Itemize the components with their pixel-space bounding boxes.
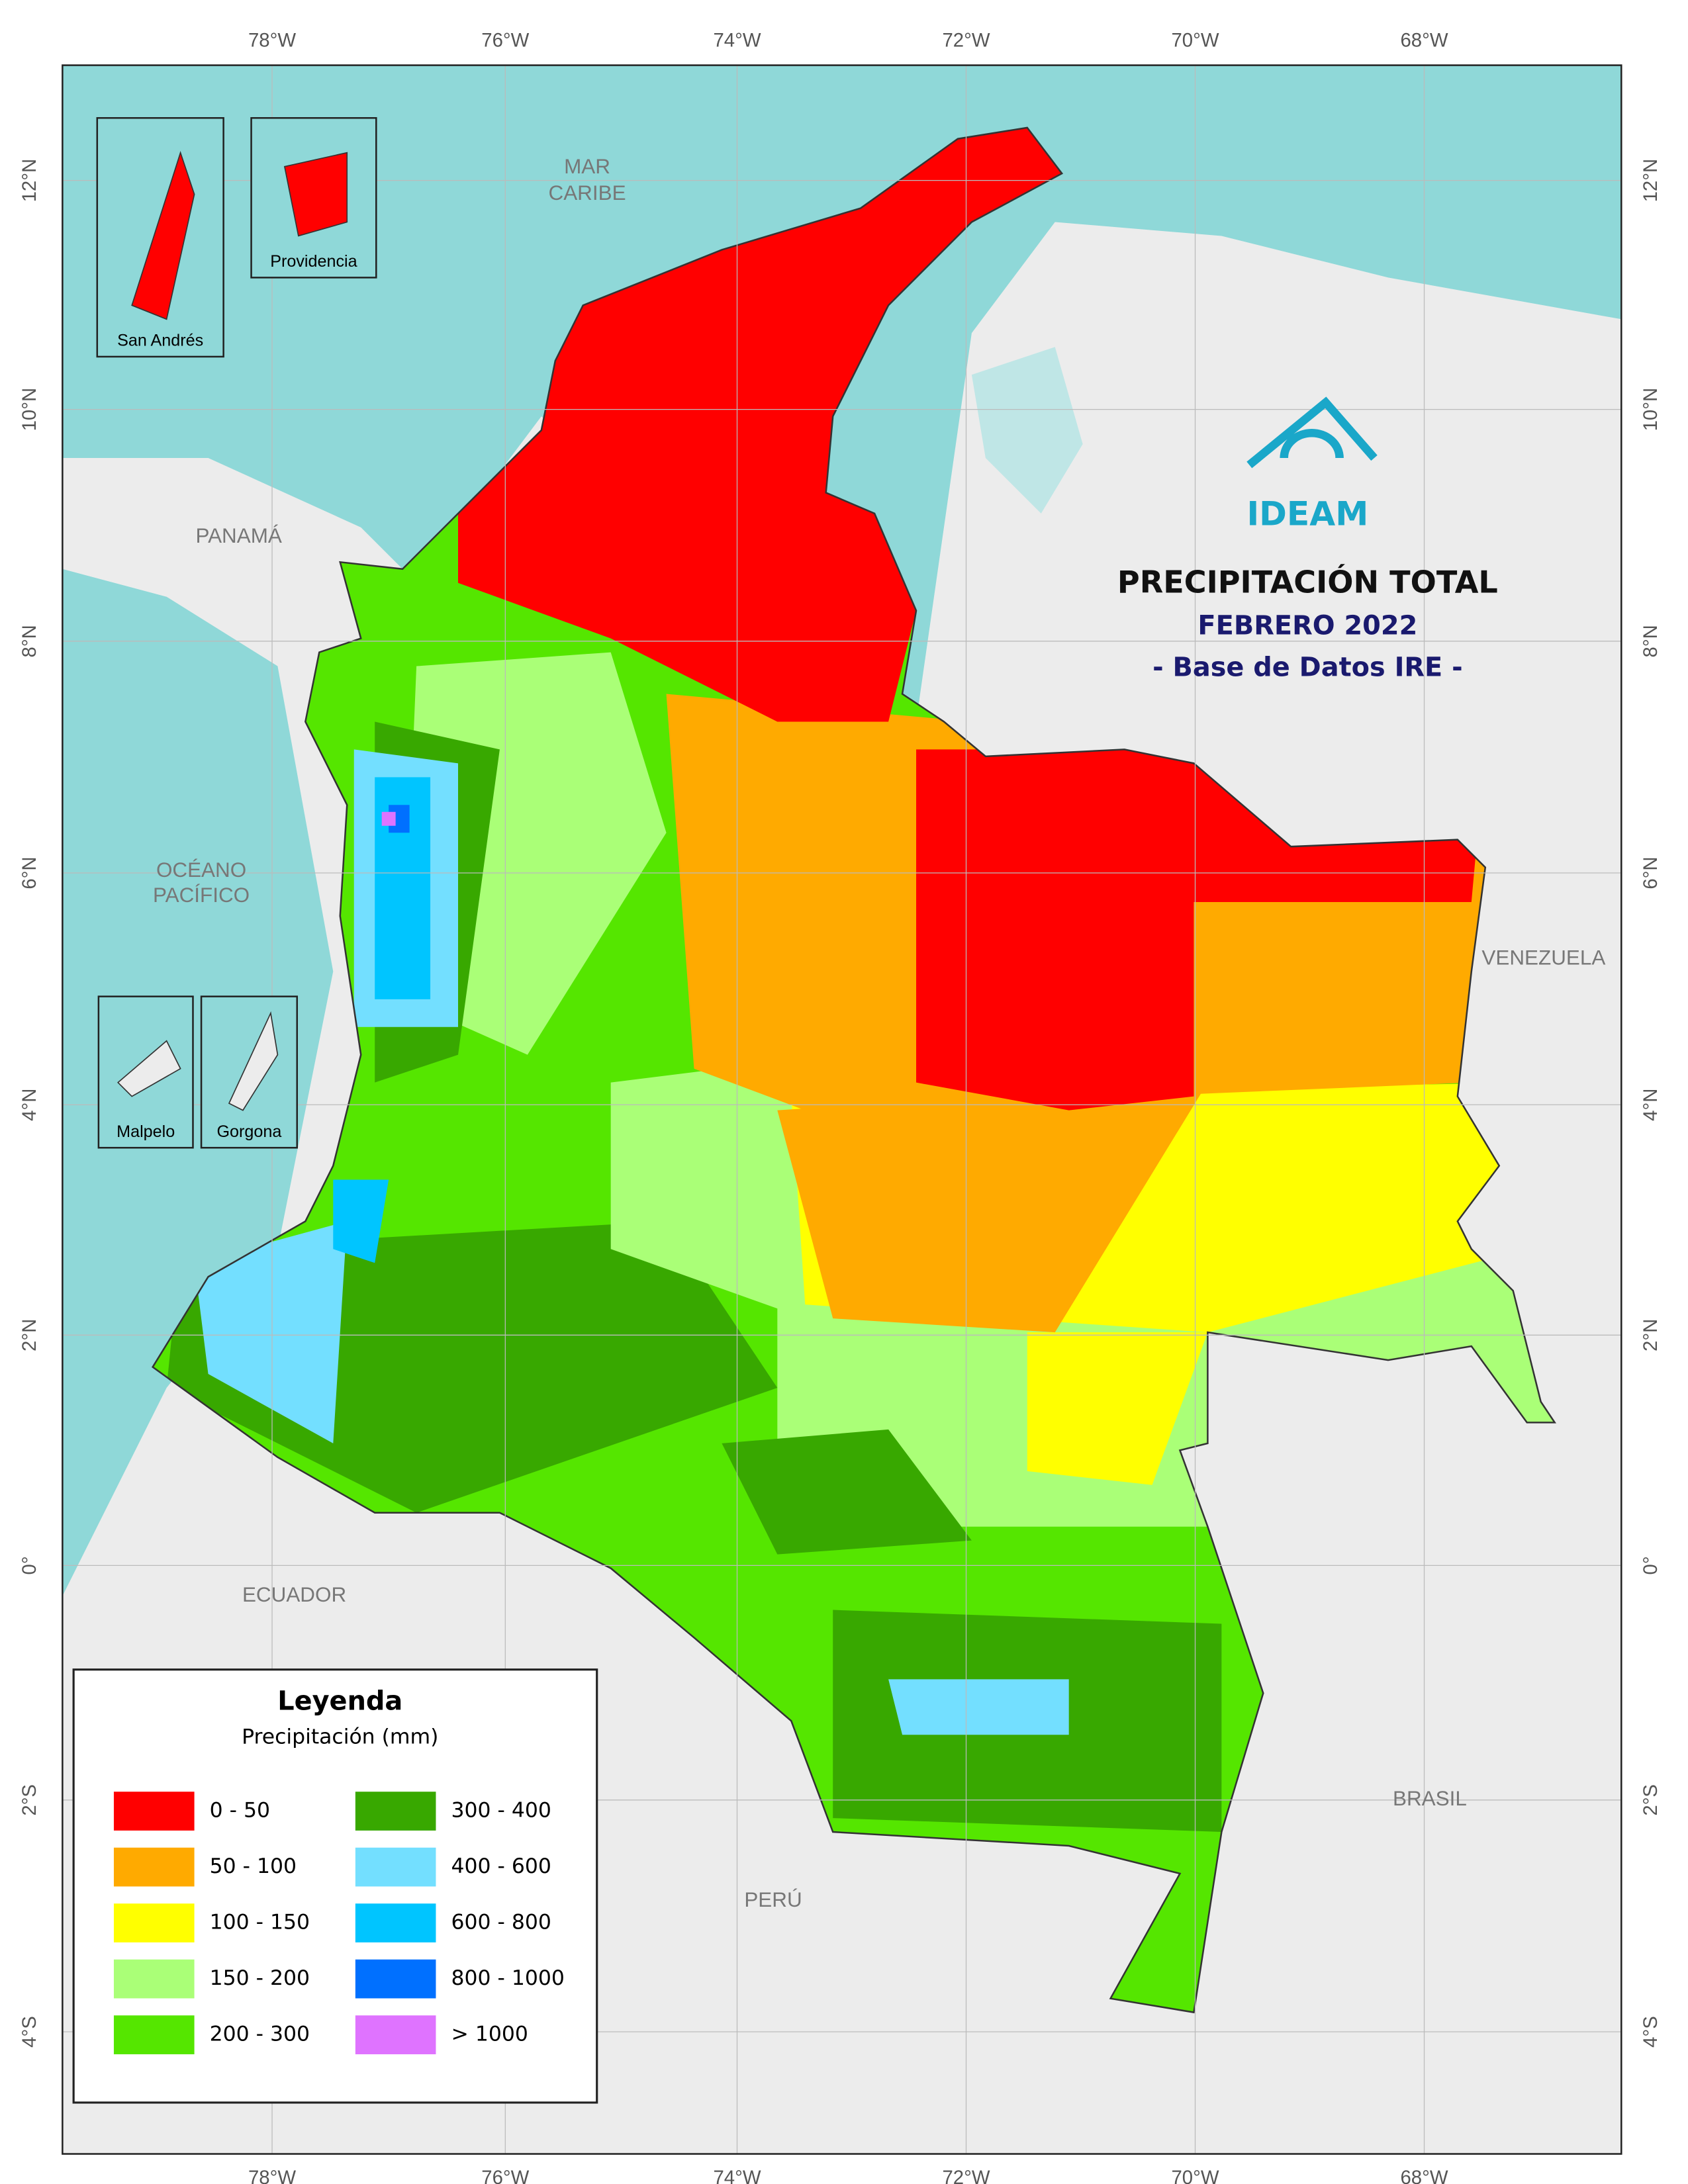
lon-label: 78°W: [248, 2167, 296, 2184]
logo-mark: [1246, 396, 1378, 469]
subtitle: FEBRERO 2022: [1197, 610, 1417, 641]
lon-label: 76°W: [481, 30, 529, 52]
lat-label: 0°: [19, 1556, 40, 1574]
island: [228, 1011, 279, 1111]
precip-zone: [610, 1054, 833, 1319]
place-label: PANAMÁ: [195, 524, 281, 547]
lon-label: 72°W: [942, 2167, 990, 2184]
lon-label: 78°W: [248, 30, 296, 52]
legend-label: 150 - 200: [210, 1966, 310, 1990]
precip-zone: [777, 1082, 1208, 1333]
lat-label: 4°S: [1640, 2016, 1662, 2048]
legend-label: 50 - 100: [210, 1854, 297, 1878]
legend-swatch: [355, 1847, 436, 1887]
legend-swatch: [113, 1903, 195, 1942]
place-label: MAR: [564, 155, 610, 178]
logo: IDEAM: [1246, 494, 1368, 533]
lon-label: 72°W: [942, 30, 990, 52]
place-label: PERÚ: [744, 1888, 802, 1911]
lat-label: 2°N: [1640, 1319, 1662, 1351]
lat-label: 12°N: [1640, 159, 1662, 203]
island: [131, 150, 195, 320]
lat-label: 6°N: [19, 856, 40, 889]
precip-zone: [1027, 1332, 1208, 1485]
legend-subtitle: Precipitación (mm): [242, 1725, 438, 1749]
lat-label: 12°N: [19, 159, 40, 203]
precip-zone: [888, 1679, 1069, 1735]
legend-label: 200 - 300: [210, 2023, 310, 2046]
place-label: OCÉANO: [156, 858, 246, 882]
lat-label: 4°N: [19, 1089, 40, 1121]
place-label: BRASIL: [1393, 1787, 1467, 1810]
lake: [971, 347, 1083, 514]
lat-label: 10°N: [1640, 388, 1662, 432]
island: [283, 152, 348, 237]
precip-zone: [333, 1179, 389, 1263]
legend-label: 100 - 150: [210, 1911, 310, 1934]
legend-label: 600 - 800: [451, 1911, 551, 1934]
lon-label: 74°W: [713, 30, 761, 52]
legend-label: 0 - 50: [210, 1799, 270, 1823]
legend-swatch: [113, 2015, 195, 2054]
place-label: PACÍFICO: [153, 884, 250, 907]
legend-swatch: [355, 1903, 436, 1942]
legend-swatch: [113, 1792, 195, 1831]
precip-zone: [722, 1429, 972, 1555]
lat-label: 4°N: [1640, 1089, 1662, 1121]
place-label: ECUADOR: [242, 1583, 346, 1606]
lat-label: 8°N: [19, 625, 40, 657]
lat-label: 4°S: [19, 2016, 40, 2048]
frame-border: [62, 64, 1622, 2155]
inset-label: Malpelo: [117, 1122, 175, 1141]
legend-title: Leyenda: [277, 1686, 402, 1717]
source: - Base de Datos IRE -: [1152, 652, 1463, 682]
legend-label: 800 - 1000: [451, 1966, 565, 1990]
island: [117, 1040, 181, 1097]
legend-label: > 1000: [451, 2023, 528, 2046]
lat-label: 8°N: [1640, 625, 1662, 657]
lon-label: 70°W: [1171, 2167, 1219, 2184]
lat-label: 2°S: [1640, 1784, 1662, 1816]
lon-label: 70°W: [1171, 30, 1219, 52]
lat-label: 10°N: [19, 388, 40, 432]
legend-label: 400 - 600: [451, 1854, 551, 1878]
legend-label: 300 - 400: [451, 1799, 551, 1823]
lat-label: 6°N: [1640, 856, 1662, 889]
precip-zone: [194, 1221, 348, 1443]
legend-swatch: [355, 1959, 436, 1999]
lat-label: 2°N: [19, 1319, 40, 1351]
inset-label: Gorgona: [216, 1122, 281, 1141]
legend-swatch: [113, 1847, 195, 1887]
lat-label: 2°S: [19, 1784, 40, 1816]
lat-label: 0°: [1640, 1556, 1662, 1574]
legend-swatch: [355, 2015, 436, 2054]
place-label: VENEZUELA: [1481, 946, 1605, 969]
legend-swatch: [355, 1792, 436, 1831]
title: PRECIPITACIÓN TOTAL: [1117, 564, 1498, 600]
inset-label: Providencia: [270, 252, 357, 271]
precip-zone: [381, 811, 396, 826]
lon-label: 68°W: [1400, 2167, 1448, 2184]
lon-label: 74°W: [713, 2167, 761, 2184]
inset-label: San Andrés: [117, 332, 203, 350]
place-label: CARIBE: [549, 181, 626, 205]
lon-label: 76°W: [481, 2167, 529, 2184]
legend-swatch: [113, 1959, 195, 1999]
lon-label: 68°W: [1400, 30, 1448, 52]
